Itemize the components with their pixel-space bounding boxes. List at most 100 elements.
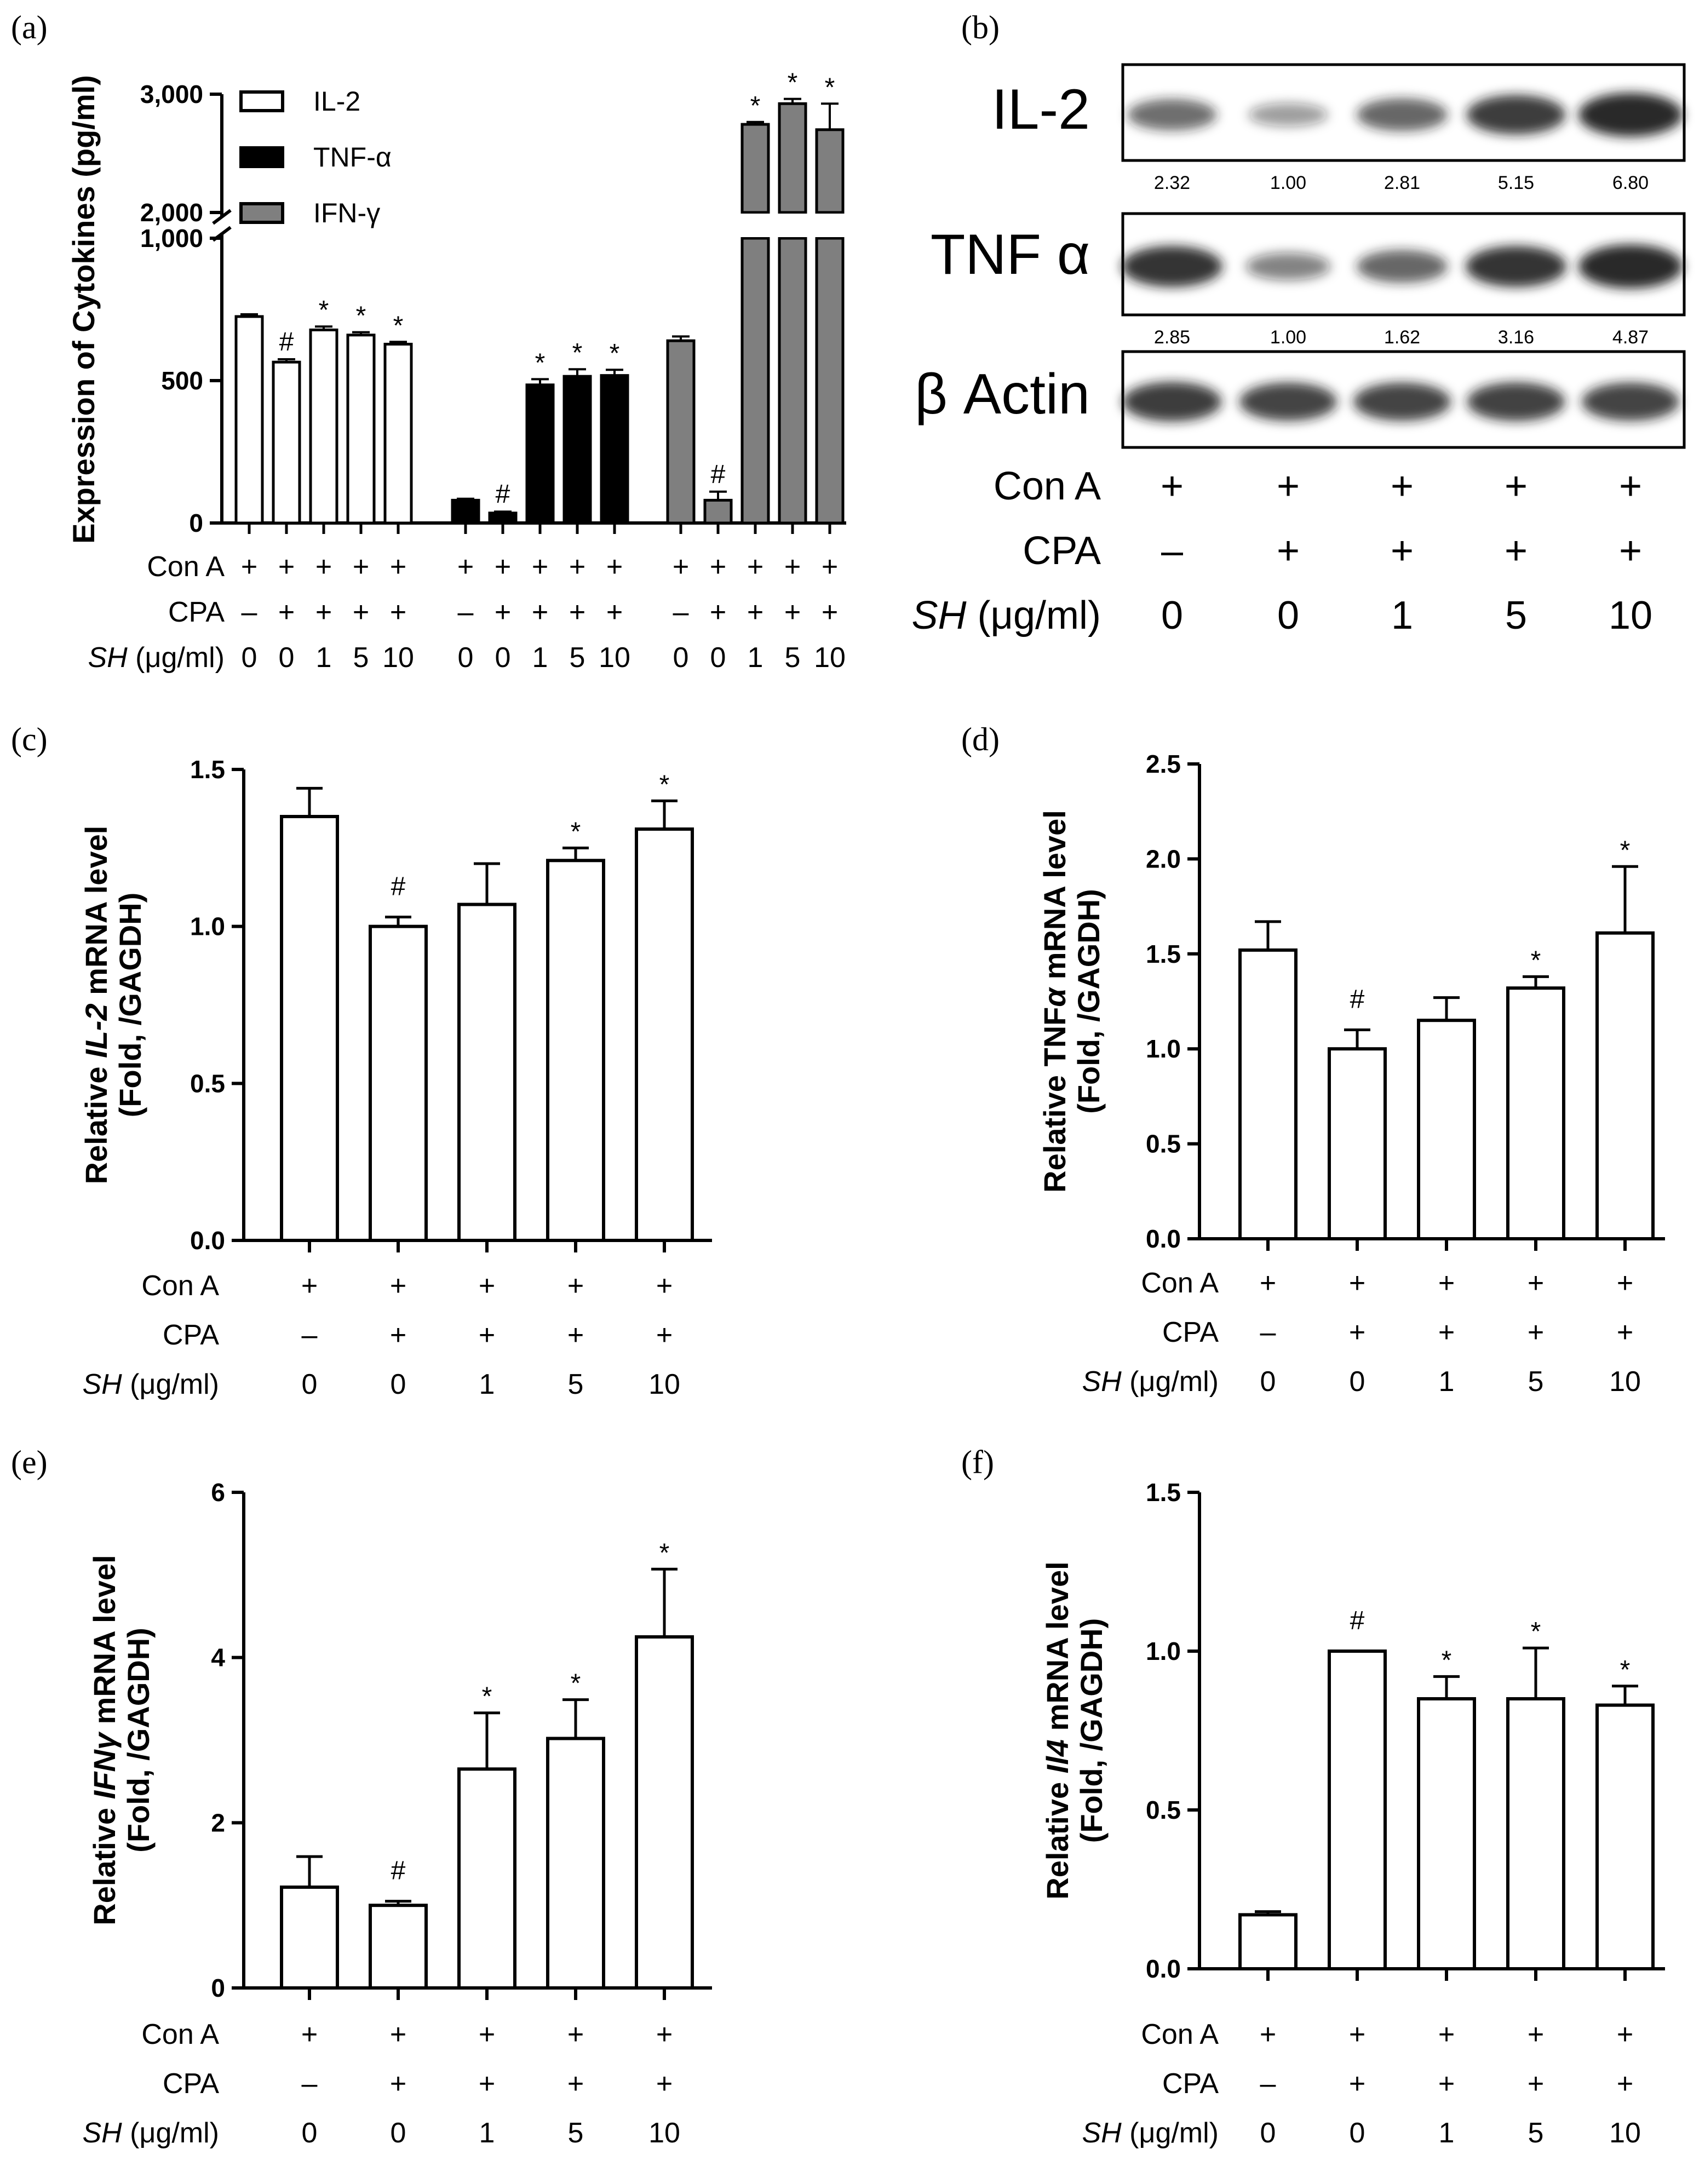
y-tick-label: 0.5 <box>1146 1130 1181 1158</box>
blot-band <box>1578 244 1683 289</box>
condition-sh-value: 10 <box>1609 2117 1641 2149</box>
bar <box>1595 1703 1655 1971</box>
condition-sh-label: SH (μg/ml) <box>1082 1366 1219 1398</box>
condition-sh-value: 0 <box>458 642 474 674</box>
panel-b: (b) IL-2 2.32 1.00 2.81 5.15 6.80 TNF α 2.85 1.0… <box>912 9 1686 637</box>
condition-sh-value: 10 <box>382 642 414 674</box>
y-axis-label-italic: α <box>1037 987 1072 1007</box>
band-density-value: 3.16 <box>1498 327 1534 348</box>
panel-e: (e) 0 2 4 6 # * * * Relative IFNγ mRNA level (Fol… <box>11 1444 712 2149</box>
condition-cpa-label: CPA <box>163 1319 219 1351</box>
condition-cona-value: + <box>1349 2019 1365 2050</box>
blot-label: IL-2 <box>992 78 1090 141</box>
condition-cpa-value: + <box>656 1319 673 1351</box>
condition-sh-value: 0 <box>1260 1366 1276 1398</box>
condition-cpa-value: – <box>302 1319 318 1351</box>
band-density-value: 1.62 <box>1384 327 1420 348</box>
condition-sh-value: 0 <box>302 2117 318 2149</box>
condition-sh-value: 0 <box>391 1369 406 1400</box>
condition-sh-label: SH (μg/ml) <box>88 642 225 674</box>
y-tick-label: 0 <box>189 509 203 537</box>
condition-cpa-value: + <box>315 596 332 628</box>
condition-cpa-value: + <box>353 596 369 628</box>
sh-unit-text: (μg/ml) <box>122 1369 219 1400</box>
panel-a-label: (a) <box>11 9 48 45</box>
legend-entry: TNF-α <box>313 142 392 173</box>
condition-sh-value: 5 <box>785 642 801 674</box>
sh-unit-text: (μg/ml) <box>122 2117 219 2149</box>
condition-cona-label: Con A <box>1141 2019 1219 2050</box>
condition-cpa-value: + <box>747 596 763 628</box>
bar <box>457 903 516 1242</box>
condition-sh-value: 1 <box>316 642 332 674</box>
condition-cona-value: + <box>353 551 369 583</box>
condition-cona-value: + <box>1260 2019 1276 2050</box>
condition-cona-value: + <box>1438 1267 1455 1299</box>
bar <box>546 1737 605 1990</box>
condition-cona-value: + <box>457 551 474 583</box>
condition-cona-value: + <box>1391 464 1414 508</box>
condition-sh-value: 5 <box>353 642 369 674</box>
condition-cpa-value: – <box>673 596 689 628</box>
bar <box>635 827 694 1242</box>
blot-band <box>1582 382 1679 421</box>
condition-sh-value: 5 <box>570 642 585 674</box>
hash-marker: # <box>279 327 294 357</box>
condition-cona-value: + <box>1617 2019 1633 2050</box>
band-density-value: 5.15 <box>1498 173 1534 193</box>
condition-sh-value: 0 <box>391 2117 406 2149</box>
condition-sh-value: 5 <box>568 2117 584 2149</box>
bar <box>369 1904 428 1990</box>
blot-band <box>1466 246 1566 287</box>
condition-cpa-label: CPA <box>168 596 225 628</box>
hash-marker: # <box>711 460 726 489</box>
condition-cona-value: + <box>241 551 257 583</box>
hash-marker: # <box>1350 985 1365 1014</box>
condition-cpa-value: + <box>479 2068 495 2100</box>
condition-cona-value: + <box>1260 1267 1276 1299</box>
condition-cona-value: + <box>567 2019 584 2050</box>
y-axis-label-italic: Il4 <box>1040 1739 1075 1773</box>
y-tick-label: 2,000 <box>140 198 203 227</box>
condition-cona-value: + <box>784 551 801 583</box>
bar <box>309 328 338 525</box>
blot-band <box>1122 246 1222 287</box>
condition-cpa-value: + <box>532 596 548 628</box>
hash-marker: # <box>391 1857 406 1886</box>
sh-unit-text: (μg/ml) <box>967 594 1101 637</box>
panel-f: (f) 0.0 0.5 1.0 1.5 # * * * Relative Il4 mRNA le… <box>961 1444 1665 2149</box>
condition-cona-value: + <box>1161 464 1184 508</box>
condition-cpa-value: + <box>479 1319 495 1351</box>
condition-cpa-value: + <box>1438 1317 1455 1348</box>
y-tick-label: 2 <box>211 1808 225 1837</box>
legend-swatch <box>239 146 284 168</box>
band-density-value: 6.80 <box>1612 173 1649 193</box>
blot-band <box>1578 93 1683 137</box>
condition-sh-value: 5 <box>1505 594 1527 637</box>
condition-cpa-label: CPA <box>1023 529 1101 573</box>
significance-marker: * <box>825 73 835 102</box>
condition-cona-value: + <box>495 551 511 583</box>
axis-break-gap <box>740 214 771 237</box>
condition-cona-value: + <box>1617 1267 1633 1299</box>
condition-cpa-value: + <box>1391 529 1414 573</box>
condition-cona-label: Con A <box>994 464 1101 508</box>
significance-marker: * <box>319 296 329 325</box>
condition-cona-label: Con A <box>147 551 225 583</box>
blot-band <box>1467 382 1565 421</box>
condition-sh-value: 10 <box>648 2117 680 2149</box>
condition-sh-value: 5 <box>1528 2117 1544 2149</box>
significance-marker: * <box>393 311 404 340</box>
sh-italic-text: SH <box>82 1369 122 1400</box>
condition-sh-value: 0 <box>1350 2117 1365 2149</box>
y-axis-label-post: mRNA level <box>1040 1561 1075 1739</box>
y-tick-label: 0.0 <box>190 1226 225 1255</box>
condition-cona-label: Con A <box>141 1270 219 1302</box>
condition-cpa-value: + <box>390 1319 406 1351</box>
blot-band <box>1466 95 1566 135</box>
y-axis-label-post: mRNA level <box>87 1555 122 1733</box>
significance-marker: * <box>535 348 546 377</box>
bar <box>488 511 518 525</box>
condition-cona-value: + <box>301 2019 318 2050</box>
